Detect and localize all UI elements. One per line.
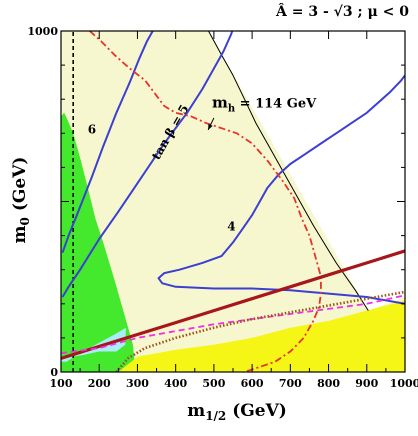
chart-series	[61, 31, 405, 372]
series-line-brown-dotted-8	[115, 290, 405, 372]
series-line-red-dashdot-5	[89, 31, 322, 372]
chart-axes: 100 200 300 400 500 600 700 800 900 1000 0 1000	[27, 25, 418, 390]
y-tick-label-1000: 1000	[27, 25, 58, 38]
x-axis-label: m1/2 (GeV)	[187, 401, 287, 423]
x-tick-label-900: 900	[355, 377, 378, 390]
series-line-blue-4	[157, 74, 405, 305]
series-line-blue-2	[61, 31, 154, 254]
annotation-0: 6	[88, 122, 96, 136]
x-tick-label-500: 500	[202, 377, 225, 390]
chart-title: Â = 3 - √3 ; μ < 0	[275, 2, 409, 20]
annotation-2: 4	[227, 219, 235, 233]
annotation-3: mh = 114 GeV	[212, 94, 317, 115]
x-tick-label-100: 100	[50, 377, 73, 390]
x-tick-label-700: 700	[279, 377, 302, 390]
y-axis-label: m0 (GeV)	[10, 157, 32, 244]
series-line-magenta-dashed-7	[61, 294, 405, 355]
x-tick-label-800: 800	[317, 377, 340, 390]
y-tick-label-0: 0	[50, 366, 58, 379]
region-allowed	[61, 31, 405, 372]
region-yellow	[118, 300, 405, 372]
x-tick-label-600: 600	[241, 377, 264, 390]
x-tick-label-400: 400	[164, 377, 187, 390]
series-line-darkred-6	[61, 249, 405, 360]
x-tick-label-300: 300	[126, 377, 149, 390]
series-line-blue-3	[61, 31, 234, 298]
x-tick-label-1000: 1000	[390, 377, 418, 390]
x-tick-label-200: 200	[88, 377, 111, 390]
arrow-head	[208, 123, 213, 130]
